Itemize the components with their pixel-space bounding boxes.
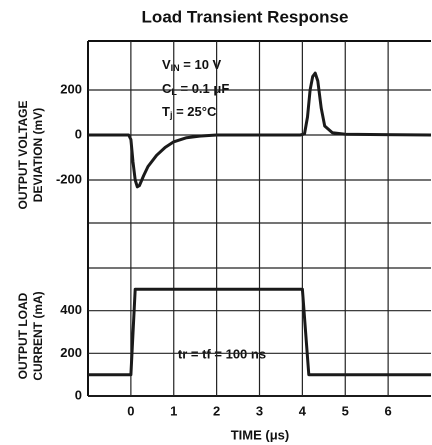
x-tick-label: 6 xyxy=(385,403,392,418)
y-tick-label: 0 xyxy=(75,126,82,141)
x-tick-label: 2 xyxy=(213,403,220,418)
x-tick-label: 0 xyxy=(127,403,134,418)
y-tick-label: 400 xyxy=(60,302,82,317)
y-tick-label: 200 xyxy=(60,345,82,360)
x-tick-label: 1 xyxy=(170,403,177,418)
annotation: Tj = 25°C xyxy=(162,104,217,120)
y-axis-label: DEVIATION (mV) xyxy=(31,108,45,202)
x-tick-label: 3 xyxy=(256,403,263,418)
x-axis-label: TIME (μs) xyxy=(231,427,290,442)
y-tick-label: 200 xyxy=(60,81,82,96)
chart-title: Load Transient Response xyxy=(142,7,349,26)
annotation: tr = tf = 100 ns xyxy=(178,346,266,361)
y-tick-label: -200 xyxy=(56,171,82,186)
x-tick-label: 5 xyxy=(342,403,349,418)
data-line xyxy=(88,287,431,377)
x-tick-label: 4 xyxy=(299,403,307,418)
y-axis-label: OUTPUT LOAD xyxy=(16,292,30,379)
y-axis-label: CURRENT (mA) xyxy=(31,291,45,380)
y-axis-label: OUTPUT VOLTAGE xyxy=(16,101,30,210)
data-line xyxy=(88,71,432,189)
annotation: VIN = 10 V xyxy=(162,57,222,73)
y-tick-label: 0 xyxy=(75,387,82,402)
